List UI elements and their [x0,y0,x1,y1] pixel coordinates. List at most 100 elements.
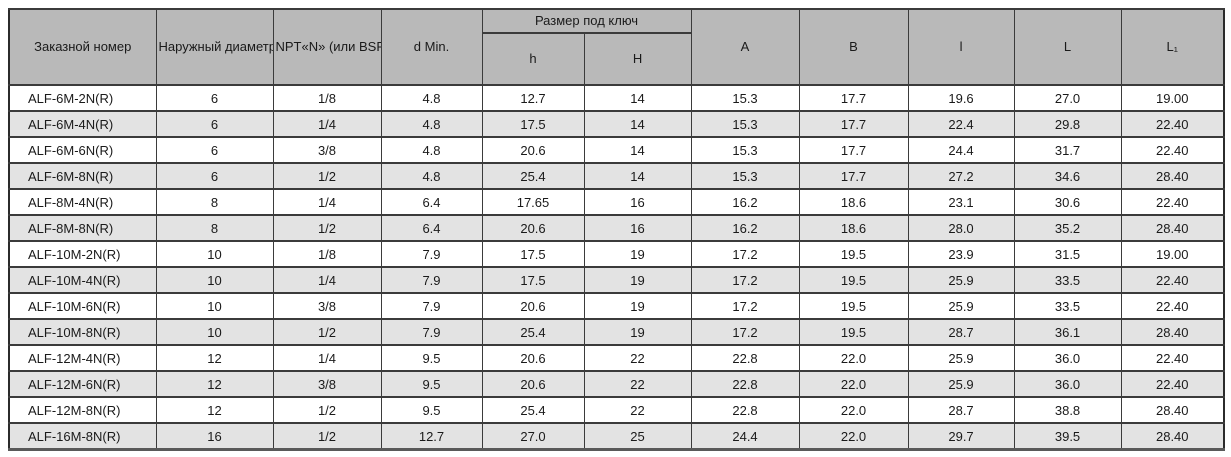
cell-l-small: 23.1 [907,188,1015,216]
cell-h-big: 14 [583,110,692,138]
cell-b: 17.7 [798,84,909,112]
table-row: ALF-8M-4N(R) 8 1/4 6.4 17.65 16 16.2 18.6 23.1 30… [8,188,1225,216]
cell-h-small: 17.5 [481,240,585,268]
cell-h-big: 14 [583,84,692,112]
cell-a: 17.2 [690,240,800,268]
cell-d-min: 4.8 [380,84,483,112]
cell-h-small: 17.5 [481,110,585,138]
col-header-l1: L₁ [1120,8,1225,86]
cell-order-number: ALF-6M-8N(R) [8,162,157,190]
cell-l-small: 24.4 [907,136,1015,164]
cell-h-small: 25.4 [481,318,585,346]
cell-b: 17.7 [798,162,909,190]
cell-l-big: 30.6 [1013,188,1122,216]
cell-outer-diameter: 6 [155,110,274,138]
table-row: ALF-10M-6N(R) 10 3/8 7.9 20.6 19 17.2 19.5 25.9 3… [8,292,1225,320]
cell-l-big: 29.8 [1013,110,1122,138]
cell-h-small: 27.0 [481,422,585,451]
cell-outer-diameter: 16 [155,422,274,451]
cell-b: 18.6 [798,214,909,242]
cell-order-number: ALF-6M-4N(R) [8,110,157,138]
cell-l1: 28.40 [1120,214,1225,242]
cell-b: 22.0 [798,422,909,451]
cell-l-big: 31.7 [1013,136,1122,164]
cell-l-big: 33.5 [1013,266,1122,294]
cell-h-small: 20.6 [481,370,585,398]
cell-h-big: 16 [583,188,692,216]
cell-h-big: 19 [583,266,692,294]
cell-thread: 1/2 [272,318,382,346]
cell-thread: 1/8 [272,240,382,268]
cell-thread: 1/2 [272,396,382,424]
col-header-order-number: Заказной номер [8,8,157,86]
cell-outer-diameter: 6 [155,136,274,164]
cell-a: 16.2 [690,188,800,216]
cell-d-min: 12.7 [380,422,483,451]
cell-l1: 22.40 [1120,110,1225,138]
cell-outer-diameter: 12 [155,396,274,424]
cell-h-small: 20.6 [481,136,585,164]
cell-a: 24.4 [690,422,800,451]
cell-a: 17.2 [690,318,800,346]
table-row: ALF-10M-8N(R) 10 1/2 7.9 25.4 19 17.2 19.5 28.7 3… [8,318,1225,346]
cell-a: 22.8 [690,344,800,372]
header-row-top: Заказной номер Наружный диаметр трубы D … [8,8,1225,86]
cell-b: 17.7 [798,136,909,164]
cell-d-min: 9.5 [380,370,483,398]
col-header-thread: NPT«N» (или BSPT«R») [272,8,382,86]
table-row: ALF-12M-8N(R) 12 1/2 9.5 25.4 22 22.8 22.0 28.7 3… [8,396,1225,424]
cell-h-small: 12.7 [481,84,585,112]
cell-a: 15.3 [690,110,800,138]
cell-h-small: 25.4 [481,162,585,190]
cell-h-small: 25.4 [481,396,585,424]
cell-thread: 1/4 [272,110,382,138]
cell-order-number: ALF-12M-4N(R) [8,344,157,372]
cell-h-small: 17.5 [481,266,585,294]
cell-a: 22.8 [690,370,800,398]
cell-d-min: 6.4 [380,214,483,242]
cell-l-small: 25.9 [907,266,1015,294]
cell-l-small: 27.2 [907,162,1015,190]
cell-thread: 1/8 [272,84,382,112]
table-row: ALF-6M-2N(R) 6 1/8 4.8 12.7 14 15.3 17.7 19.6 27.… [8,84,1225,112]
col-header-outer-diameter: Наружный диаметр трубы D [155,8,274,86]
cell-l1: 22.40 [1120,370,1225,398]
col-header-b: B [798,8,909,86]
cell-outer-diameter: 10 [155,292,274,320]
cell-thread: 3/8 [272,292,382,320]
cell-l-small: 25.9 [907,370,1015,398]
cell-l-small: 28.0 [907,214,1015,242]
cell-thread: 1/2 [272,162,382,190]
cell-l1: 22.40 [1120,136,1225,164]
cell-l1: 19.00 [1120,240,1225,268]
cell-d-min: 4.8 [380,110,483,138]
cell-h-big: 16 [583,214,692,242]
col-header-h-big: H [583,32,692,86]
cell-thread: 1/2 [272,422,382,451]
cell-a: 17.2 [690,292,800,320]
cell-a: 15.3 [690,84,800,112]
cell-b: 19.5 [798,240,909,268]
table-header: Заказной номер Наружный диаметр трубы D … [8,8,1225,86]
cell-order-number: ALF-12M-6N(R) [8,370,157,398]
cell-h-big: 14 [583,162,692,190]
cell-l-small: 28.7 [907,396,1015,424]
table-row: ALF-6M-4N(R) 6 1/4 4.8 17.5 14 15.3 17.7 22.4 29.… [8,110,1225,138]
cell-l1: 22.40 [1120,266,1225,294]
cell-h-big: 22 [583,396,692,424]
cell-thread: 3/8 [272,370,382,398]
cell-thread: 3/8 [272,136,382,164]
col-header-d-min: d Min. [380,8,483,86]
cell-thread: 1/4 [272,344,382,372]
cell-l1: 28.40 [1120,396,1225,424]
table-row: ALF-6M-8N(R) 6 1/2 4.8 25.4 14 15.3 17.7 27.2 34.… [8,162,1225,190]
cell-order-number: ALF-8M-4N(R) [8,188,157,216]
cell-h-big: 19 [583,240,692,268]
cell-h-big: 19 [583,318,692,346]
cell-h-big: 14 [583,136,692,164]
cell-b: 22.0 [798,396,909,424]
col-header-a: A [690,8,800,86]
cell-b: 18.6 [798,188,909,216]
cell-d-min: 9.5 [380,396,483,424]
